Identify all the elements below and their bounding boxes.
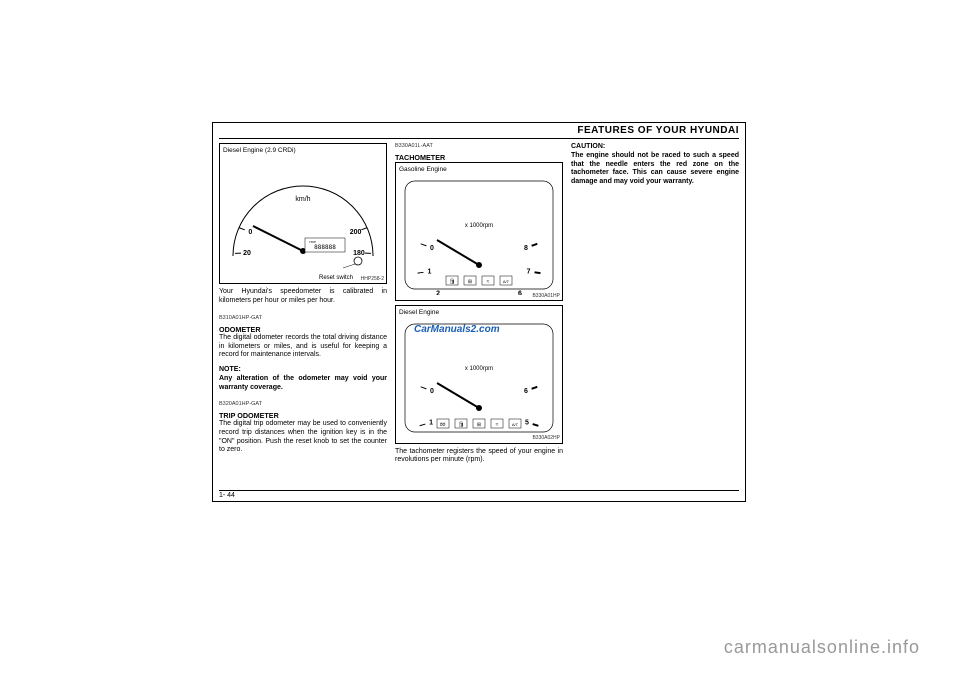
svg-text:A/T: A/T (503, 279, 510, 284)
odo-heading: ODOMETER (219, 325, 387, 334)
svg-text:0: 0 (248, 229, 252, 236)
watermark-gray: carmanualsonline.info (724, 637, 920, 658)
svg-text:≈: ≈ (496, 422, 499, 428)
tacho-code: B330A01L-AAT (395, 143, 563, 150)
tacho-gasoline-svg: 012345678 x 1000rpm 🛢⊞≈A/T (399, 175, 559, 295)
svg-text:➿: ➿ (440, 422, 446, 428)
svg-text:🛢: 🛢 (458, 421, 464, 428)
note-label: NOTE: (219, 366, 387, 375)
svg-text:6: 6 (518, 291, 522, 295)
speedo-unit: km/h (295, 196, 310, 203)
column-2: B330A01L-AAT TACHOMETER Gasoline Engine … (395, 143, 563, 487)
svg-text:x 1000rpm: x 1000rpm (465, 223, 493, 229)
page-number: 1- 44 (219, 490, 739, 499)
content-columns: Diesel Engine (2.9 CRDi) 020406080100120… (219, 143, 739, 487)
diesel-label: Diesel Engine (399, 309, 559, 317)
caution-label: CAUTION: (571, 143, 739, 152)
trip-code: B320A01HP-GAT (219, 401, 387, 408)
speedo-figno: HHP258-2 (361, 276, 384, 282)
gasoline-figno: B330A01HP (532, 293, 560, 299)
svg-text:200: 200 (350, 229, 362, 236)
svg-text:0: 0 (430, 245, 434, 252)
caution-text: The engine should not be raced to such a… (571, 152, 739, 187)
svg-text:6: 6 (524, 388, 528, 395)
tacho-diesel-figure: Diesel Engine CarManuals2.com 0123456 x … (395, 305, 563, 444)
svg-text:180: 180 (353, 250, 365, 257)
speedo-caption: Your Hyundai's speedometer is calibrated… (219, 288, 387, 306)
svg-text:A/T: A/T (512, 422, 519, 427)
svg-text:5: 5 (525, 419, 529, 426)
svg-text:8: 8 (524, 245, 528, 252)
svg-text:2: 2 (436, 291, 440, 295)
diesel-figno: B330A02HP (532, 435, 560, 441)
svg-text:≈: ≈ (487, 279, 490, 285)
column-3: CAUTION: The engine should not be raced … (571, 143, 739, 487)
page-frame: FEATURES OF YOUR HYUNDAI Diesel Engine (… (212, 122, 746, 502)
reset-switch-label: Reset switch (223, 275, 383, 283)
svg-text:20: 20 (243, 250, 251, 257)
odo-code: B310A01HP-GAT (219, 315, 387, 322)
speedometer-svg: 020406080100120140160180200 km/h TRIP 88… (223, 156, 383, 271)
gasoline-label: Gasoline Engine (399, 166, 559, 174)
svg-text:⊞: ⊞ (468, 279, 472, 285)
svg-text:x 1000rpm: x 1000rpm (465, 366, 493, 372)
svg-text:🛢: 🛢 (449, 278, 455, 285)
svg-text:⊞: ⊞ (477, 422, 481, 428)
svg-text:0: 0 (430, 388, 434, 395)
tacho-diesel-svg: 0123456 x 1000rpm ➿🛢⊞≈A/T (399, 318, 559, 438)
speedometer-figure: Diesel Engine (2.9 CRDi) 020406080100120… (219, 143, 387, 284)
column-1: Diesel Engine (2.9 CRDi) 020406080100120… (219, 143, 387, 487)
odo-text: The digital odometer records the total d… (219, 334, 387, 360)
speedo-label: Diesel Engine (2.9 CRDi) (223, 147, 383, 155)
page-header: FEATURES OF YOUR HYUNDAI (219, 125, 739, 139)
svg-text:1: 1 (429, 419, 433, 426)
svg-text:1: 1 (427, 269, 431, 276)
note-text: Any alteration of the odometer may void … (219, 375, 387, 393)
tacho-gasoline-figure: Gasoline Engine 012345678 x 1000rpm 🛢⊞≈A… (395, 162, 563, 301)
tacho-heading: TACHOMETER (395, 153, 563, 162)
trip-text: The digital trip odometer may be used to… (219, 420, 387, 455)
svg-text:888888: 888888 (314, 244, 336, 251)
svg-text:7: 7 (527, 269, 531, 276)
tacho-text: The tachometer registers the speed of yo… (395, 448, 563, 466)
trip-heading: TRIP ODOMETER (219, 411, 387, 420)
